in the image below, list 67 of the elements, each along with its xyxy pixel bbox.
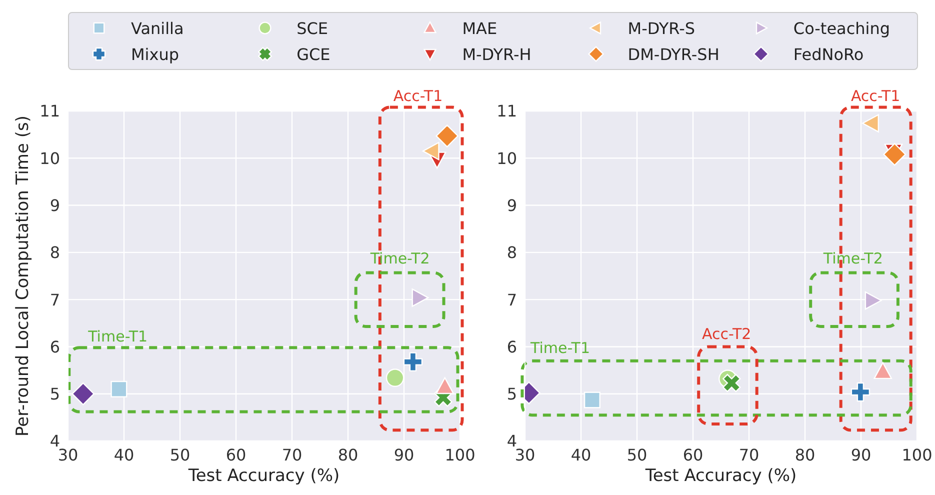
x-tick-label: 30 — [58, 445, 78, 464]
x-tick-label: 60 — [682, 445, 704, 464]
point — [864, 291, 882, 310]
y-axis-title: Per-round Local Computation Time (s) — [13, 116, 34, 436]
point — [436, 377, 454, 394]
point — [883, 142, 906, 166]
x-tick-label: 50 — [170, 445, 190, 464]
y-tick-label: 6 — [50, 337, 60, 356]
y-tick-label: 4 — [50, 432, 60, 451]
point — [862, 114, 879, 132]
y-tick-label: 7 — [50, 290, 60, 310]
point — [386, 368, 404, 387]
x-tick-label: 100 — [444, 445, 476, 464]
point — [874, 362, 892, 380]
x-tick-label: 80 — [338, 445, 358, 464]
x-tick-label: 50 — [626, 445, 648, 464]
annotation: Time-T2 — [822, 250, 883, 268]
x-tick-label: 70 — [282, 445, 302, 464]
point — [412, 288, 429, 307]
point — [850, 382, 870, 402]
point — [72, 382, 95, 406]
annotation: Time-T1 — [87, 327, 148, 346]
point — [722, 374, 741, 392]
y-tick-label: 11 — [496, 102, 517, 121]
y-tick-label: 8 — [50, 243, 60, 262]
y-tick-label: 9 — [506, 196, 517, 215]
x-axis-title: Test Accuracy (%) — [644, 466, 797, 486]
legend-label: DM-DYR-SH — [628, 44, 720, 64]
x-tick-label: 80 — [794, 445, 816, 464]
legend-label: Mixup — [131, 44, 180, 64]
y-tick-label: 5 — [50, 384, 60, 404]
x-tick-label: 90 — [394, 445, 414, 464]
y-tick-label: 11 — [40, 102, 60, 121]
annotation: Time-T2 — [369, 250, 430, 268]
legend-label: FedNoRo — [793, 44, 864, 64]
x-tick-label: 40 — [570, 445, 592, 464]
x-tick-label: 90 — [850, 445, 872, 464]
legend-label: M-DYR-S — [628, 18, 695, 38]
point — [403, 352, 423, 372]
x-tick-label: 40 — [114, 445, 134, 464]
legend-label: M-DYR-H — [462, 44, 532, 64]
point — [110, 380, 128, 398]
text: Acc-T1 — [393, 86, 443, 105]
annotation: Time-T1 — [530, 339, 590, 358]
text: Acc-T1 — [850, 86, 900, 105]
point — [422, 142, 440, 160]
legend-label: GCE — [296, 44, 330, 64]
y-tick-label: 5 — [506, 384, 517, 404]
x-tick-label: 100 — [902, 445, 932, 464]
x-tick-label: 70 — [738, 445, 760, 464]
y-tick-label: 8 — [506, 243, 517, 262]
legend-label: Vanilla — [131, 18, 184, 38]
point — [584, 392, 600, 408]
y-tick-label: 10 — [496, 148, 517, 168]
annotation: Acc-T2 — [702, 325, 752, 344]
y-tick-label: 7 — [506, 290, 517, 310]
legend-label: MAE — [462, 18, 498, 38]
y-tick-label: 9 — [50, 196, 60, 215]
legend-label: Co-teaching — [793, 18, 890, 38]
x-axis-title: Test Accuracy (%) — [187, 466, 340, 486]
x-tick-label: 60 — [226, 445, 246, 464]
y-tick-label: 4 — [506, 432, 517, 451]
x-tick-label: 30 — [514, 445, 536, 464]
point — [436, 124, 459, 148]
legend-label: SCE — [296, 18, 328, 38]
y-tick-label: 6 — [506, 337, 517, 356]
y-tick-label: 10 — [40, 148, 60, 168]
